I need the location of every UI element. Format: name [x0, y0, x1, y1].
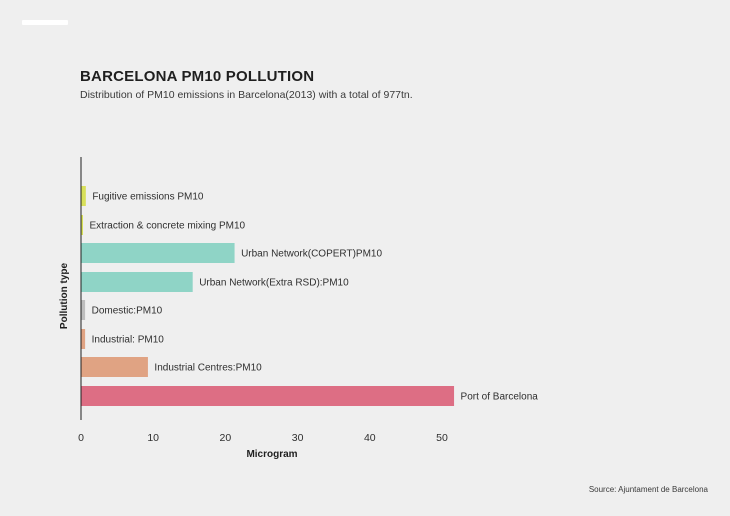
x-tick-label-4: 40 [364, 432, 376, 444]
bar-label-4: Domestic:PM10 [92, 306, 163, 317]
y-axis-title: Pollution type [59, 263, 70, 330]
bar-label-2: Urban Network(COPERT)PM10 [241, 249, 382, 260]
bar-4 [81, 300, 86, 320]
bar-0 [81, 186, 86, 206]
bar-1 [81, 215, 83, 235]
x-axis-title: Microgram [246, 449, 297, 460]
bar-3 [81, 272, 193, 292]
bar-2 [81, 243, 235, 263]
bar-label-7: Port of Barcelona [461, 392, 539, 403]
x-tick-label-2: 20 [220, 432, 232, 444]
bar-label-0: Fugitive emissions PM10 [92, 192, 204, 203]
chart-subtitle: Distribution of PM10 emissions in Barcel… [80, 89, 413, 101]
bar-6 [81, 357, 148, 377]
bar-label-6: Industrial Centres:PM10 [154, 363, 262, 374]
bar-5 [81, 329, 86, 349]
decorative-top-bar [22, 20, 68, 25]
x-tick-label-3: 30 [292, 432, 304, 444]
x-tick-label-5: 50 [436, 432, 448, 444]
x-tick-label-1: 10 [147, 432, 159, 444]
bars-group [81, 186, 455, 406]
bar-label-1: Extraction & concrete mixing PM10 [90, 221, 246, 232]
x-tick-labels-group: 0 10 20 30 40 50 [78, 432, 448, 444]
chart-title: BARCELONA PM10 POLLUTION [80, 68, 315, 85]
x-tick-label-0: 0 [78, 432, 84, 444]
bar-7 [81, 386, 455, 406]
bar-label-3: Urban Network(Extra RSD):PM10 [199, 278, 349, 289]
bar-label-5: Industrial: PM10 [92, 335, 165, 346]
bar-labels-group: Fugitive emissions PM10 Extraction & conc… [90, 192, 539, 403]
source-note: Source: Ajuntament de Barcelona [588, 485, 708, 494]
